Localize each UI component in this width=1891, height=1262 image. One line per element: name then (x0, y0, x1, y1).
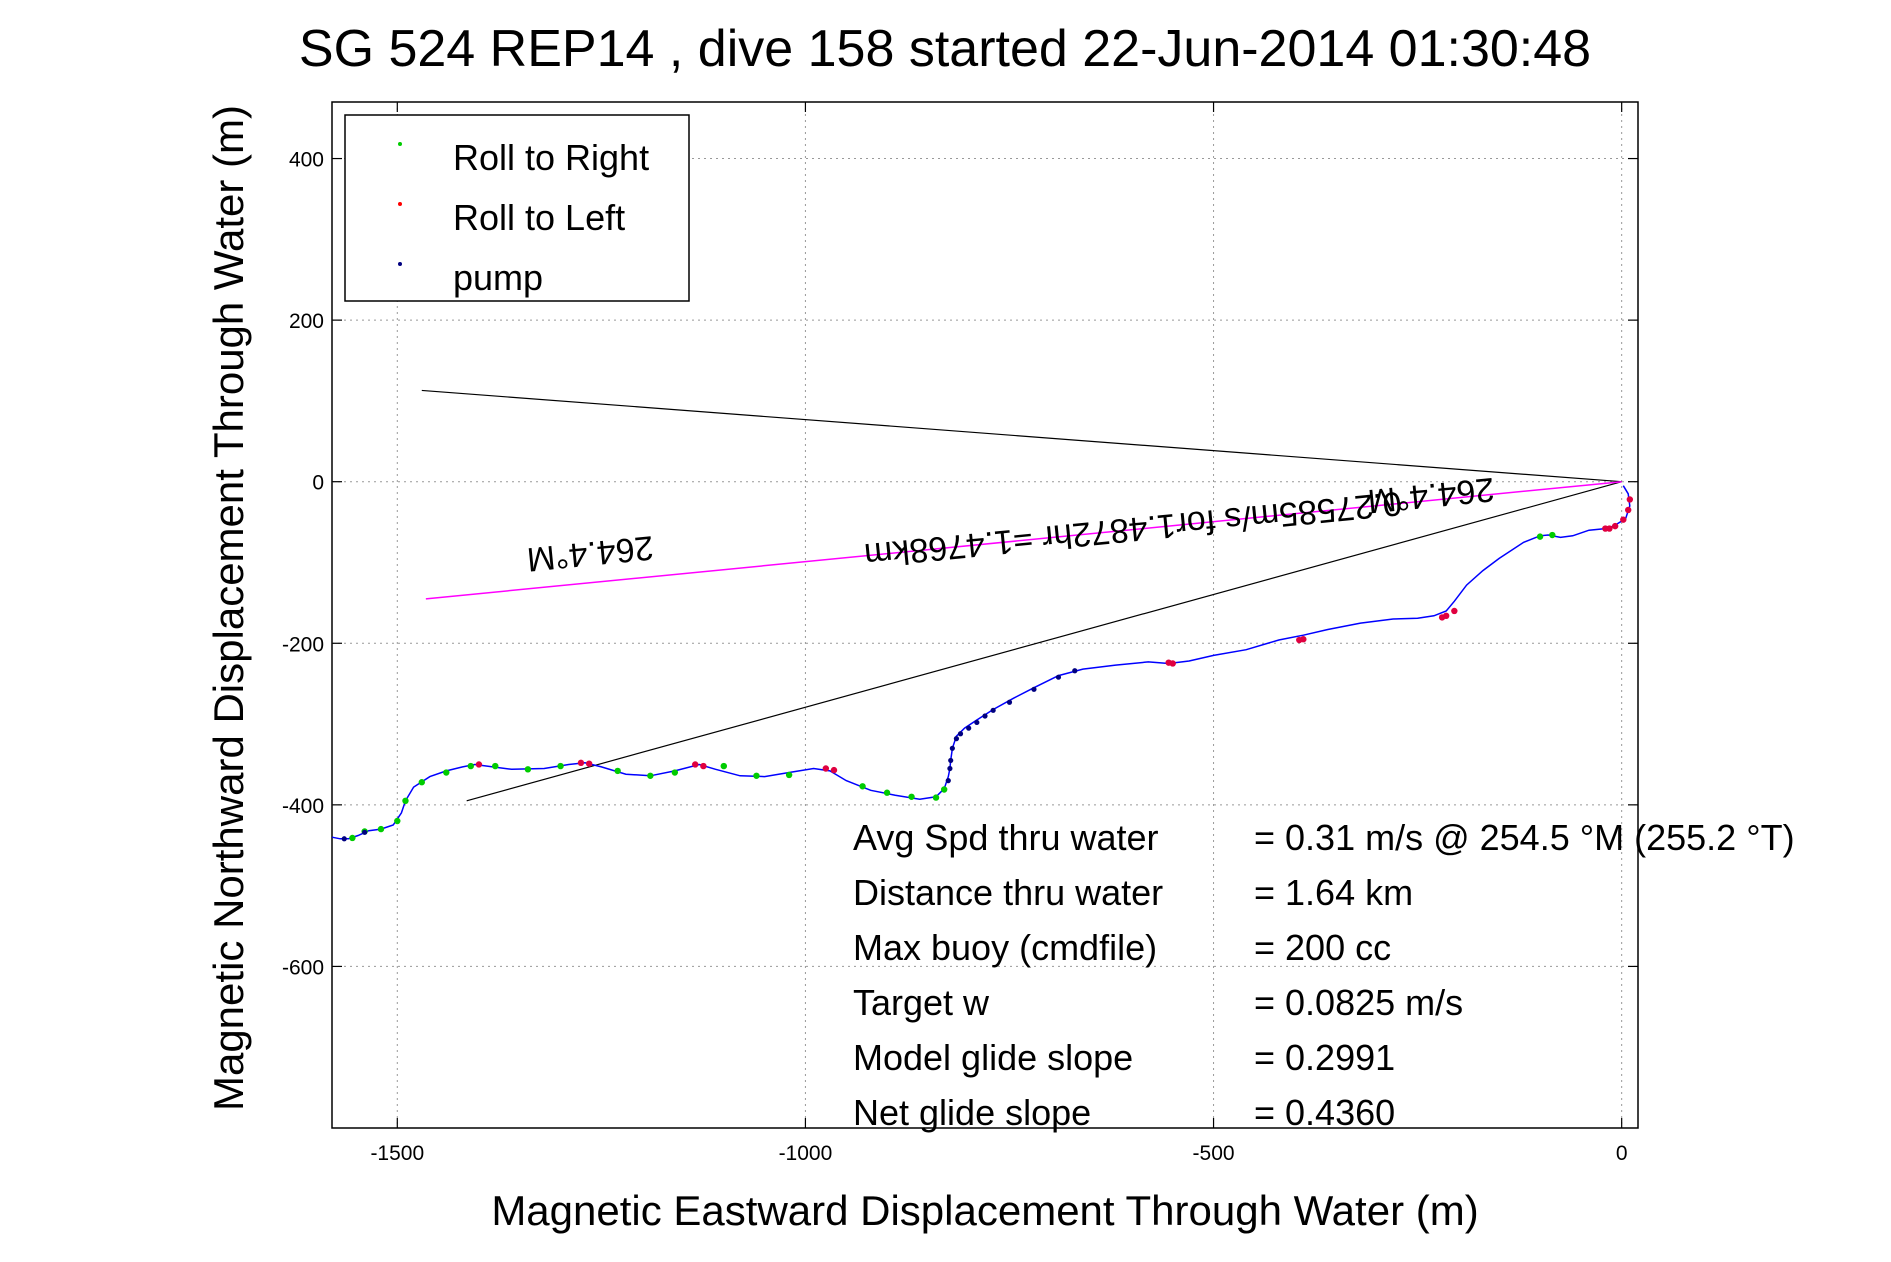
x-axis-label: Magnetic Eastward Displacement Through W… (491, 1187, 1478, 1234)
chart-title: SG 524 REP14 , dive 158 started 22-Jun-2… (299, 20, 1591, 78)
stat-value: = 200 cc (1254, 927, 1391, 968)
roll-left-point (1611, 522, 1619, 530)
legend-marker (398, 142, 402, 146)
pump-point (1055, 674, 1062, 680)
roll-right-point (402, 797, 409, 805)
roll-right-point (467, 762, 474, 770)
legend: Roll to Right Roll to Left pump (344, 114, 690, 302)
roll-left-point (1169, 660, 1176, 667)
roll-right-point (932, 794, 940, 801)
y-tick-label: 0 (312, 472, 324, 495)
roll-right-point (443, 769, 450, 776)
stat-label: Model glide slope (853, 1037, 1133, 1078)
pump-point (1072, 668, 1078, 674)
stat-value: = 0.0825 m/s (1254, 982, 1463, 1023)
roll-right-point (557, 762, 564, 770)
pump-point (948, 757, 954, 764)
pump-point (341, 836, 347, 842)
stat-value: = 0.4360 (1254, 1092, 1395, 1133)
roll-right-point (349, 834, 356, 842)
roll-left-point (692, 761, 699, 768)
pump-point (945, 778, 951, 784)
pump-point (990, 707, 996, 713)
legend-marker (398, 202, 402, 206)
roll-left-point (700, 762, 707, 770)
dive-stats: Avg Spd thru water = 0.31 m/s @ 254.5 °M … (853, 817, 1795, 1133)
stat-value: = 0.31 m/s @ 254.5 °M (255.2 °T) (1254, 817, 1795, 858)
roll-right-point (647, 772, 654, 779)
roll-right-point (492, 762, 499, 770)
roll-right-point (859, 783, 866, 790)
roll-right-point (883, 789, 891, 796)
legend-label: Roll to Left (453, 197, 625, 238)
roll-left-point (1606, 525, 1613, 532)
roll-left-point (822, 765, 830, 772)
roll-left-point (1625, 506, 1632, 514)
pump-point (949, 745, 955, 751)
roll-right-point (785, 771, 793, 779)
stat-label: Net glide slope (853, 1092, 1091, 1133)
stat-label: Max buoy (cmdfile) (853, 927, 1157, 968)
stat-label: Avg Spd thru water (853, 817, 1159, 858)
roll-left-point (1300, 636, 1307, 643)
stat-label: Distance thru water (853, 872, 1163, 913)
x-tick-label: -1500 (370, 1142, 424, 1165)
y-tick-label: -200 (282, 633, 324, 656)
pump-point (974, 719, 980, 726)
roll-right-point (377, 825, 385, 833)
pump-point (362, 829, 368, 835)
pump-point (982, 713, 988, 719)
roll-right-point (1549, 531, 1556, 539)
x-tick-label: -500 (1193, 1142, 1235, 1165)
roll-right-point (671, 769, 679, 776)
legend-box (344, 114, 690, 302)
roll-right-point (1536, 533, 1544, 540)
y-tick-label: 400 (289, 149, 324, 172)
roll-right-point (394, 817, 401, 825)
x-tick-label: 0 (1616, 1142, 1628, 1165)
roll-right-point (753, 772, 760, 779)
y-tick-label: 200 (289, 310, 324, 333)
roll-left-point (1626, 496, 1634, 503)
roll-right-point (908, 793, 915, 800)
roll-left-point (475, 761, 483, 768)
legend-label: pump (453, 257, 543, 298)
pump-point (966, 725, 972, 731)
roll-left-point (1442, 612, 1450, 620)
y-tick-label: -400 (282, 795, 324, 818)
legend-marker (398, 262, 402, 266)
roll-left-point (577, 759, 585, 767)
heading-line-path (425, 480, 1622, 600)
reference-line (466, 481, 1622, 802)
stat-label: Target w (853, 982, 990, 1023)
roll-left-point (1620, 516, 1627, 523)
reference-line (421, 389, 1622, 483)
marker-points (341, 496, 1634, 842)
y-tick-label: -600 (282, 956, 324, 979)
pump-point (957, 731, 964, 737)
heading-line (425, 480, 1622, 600)
legend-label: Roll to Right (453, 137, 649, 178)
pump-point (1006, 699, 1013, 705)
roll-right-point (720, 762, 727, 770)
axis-ticks: -1500 -1000 -500 0 400 200 0 -200 -400 -600 (282, 102, 1638, 1165)
stat-value: = 1.64 km (1254, 872, 1413, 913)
pump-point (953, 736, 960, 742)
roll-left-point (1451, 607, 1458, 615)
pump-point (1031, 686, 1037, 692)
reference-lines (421, 389, 1622, 802)
y-axis-label: Magnetic Northward Displacement Through … (205, 105, 252, 1111)
roll-right-point (940, 786, 948, 793)
roll-right-point (524, 766, 532, 773)
pump-point (947, 765, 953, 772)
x-tick-label: -1000 (779, 1142, 833, 1165)
stat-value: = 0.2991 (1254, 1037, 1395, 1078)
roll-right-point (418, 779, 425, 786)
roll-right-point (614, 767, 621, 775)
roll-left-point (585, 760, 593, 767)
roll-left-point (830, 766, 838, 774)
